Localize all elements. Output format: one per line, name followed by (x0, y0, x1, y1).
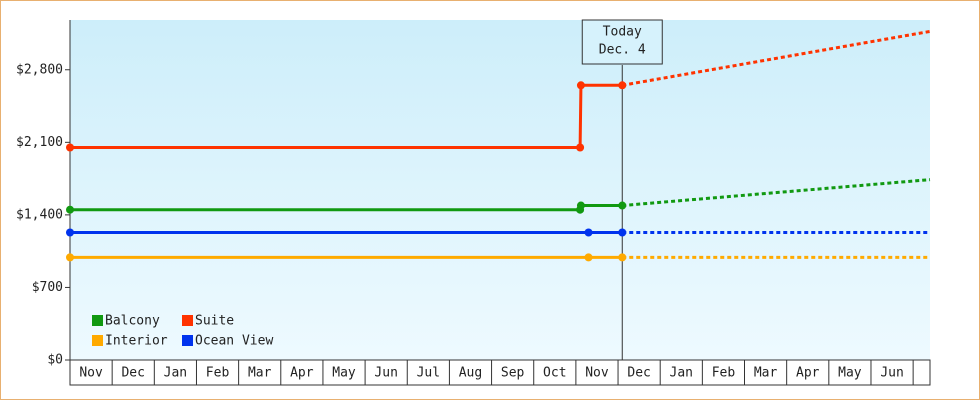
x-tick-label: Jan (670, 366, 693, 381)
y-tick-label: $2,800 (16, 62, 63, 77)
price-point (618, 201, 627, 210)
legend-swatch (182, 315, 193, 326)
legend-label: Interior (105, 334, 168, 349)
price-point (618, 253, 627, 262)
plot-area (70, 20, 930, 360)
y-tick-label: $0 (47, 353, 63, 368)
price-line (70, 83, 623, 149)
y-tick-label: $2,100 (16, 135, 63, 150)
price-point (618, 228, 627, 237)
price-point (66, 228, 74, 237)
x-tick-label: Feb (206, 366, 230, 381)
legend-swatch (182, 335, 193, 346)
x-tick-label: Mar (248, 366, 272, 381)
price-point (576, 81, 585, 90)
price-point (66, 205, 74, 214)
x-tick-label: Aug (459, 366, 482, 381)
x-tick-label: Apr (796, 366, 820, 381)
x-tick-label: May (332, 366, 356, 381)
x-tick-label: Apr (290, 366, 314, 381)
x-tick-label: Oct (543, 366, 566, 381)
today-label: Dec. 4 (599, 43, 646, 58)
legend-swatch (92, 335, 103, 346)
y-tick-label: $1,400 (16, 207, 63, 222)
price-point (576, 143, 585, 152)
legend-label: Ocean View (195, 334, 273, 349)
price-point (584, 228, 593, 237)
price-point (576, 201, 585, 210)
x-tick-label: Dec (627, 366, 650, 381)
x-tick-label: Feb (712, 366, 736, 381)
price-point (66, 253, 74, 262)
price-point (618, 81, 627, 90)
legend-label: Balcony (105, 314, 160, 329)
y-tick-label: $700 (32, 280, 63, 295)
legend-label: Suite (195, 314, 234, 329)
x-tick-label: Nov (585, 366, 609, 381)
x-tick-label: Mar (754, 366, 778, 381)
x-tick-label: May (838, 366, 862, 381)
today-box (581, 19, 663, 65)
x-tick-label: Dec (121, 366, 144, 381)
x-tick-label: Jun (880, 366, 903, 381)
legend-swatch (92, 315, 103, 326)
x-tick-label: Jun (374, 366, 397, 381)
projection-line (621, 29, 931, 87)
x-tick-label: Nov (79, 366, 103, 381)
price-point (66, 143, 74, 152)
x-tick-label: Sep (501, 366, 525, 381)
projection-line (622, 178, 931, 208)
x-tick-label: Jul (417, 366, 440, 381)
x-tick-label: Jan (164, 366, 187, 381)
today-label: Today (603, 25, 642, 40)
price-point (584, 253, 593, 262)
